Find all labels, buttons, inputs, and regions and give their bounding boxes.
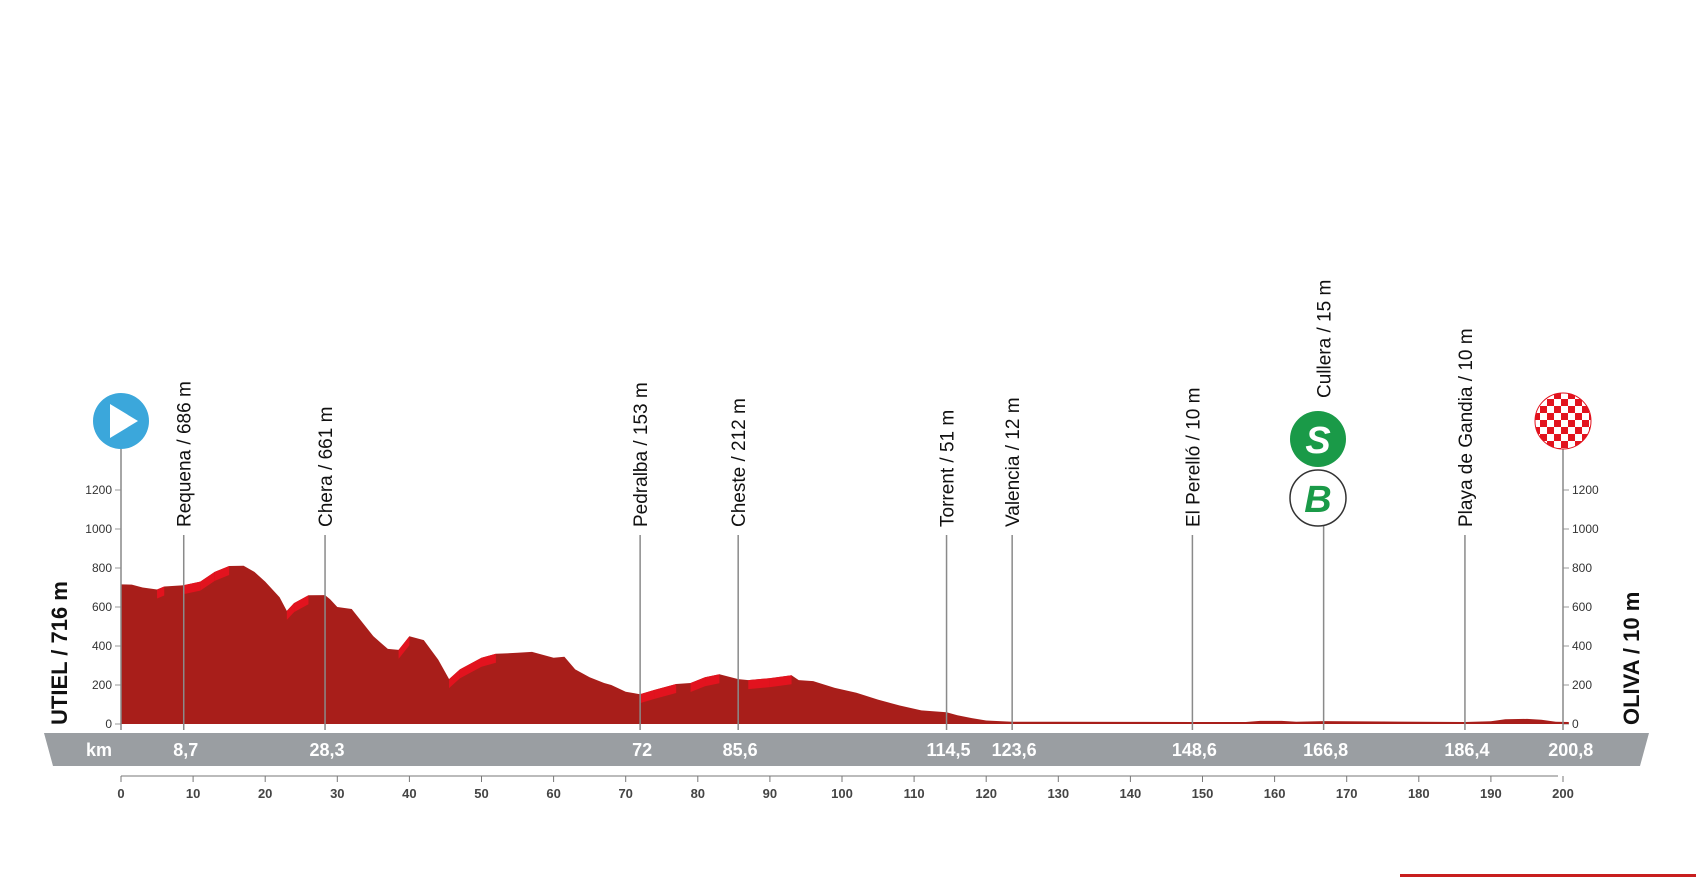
km-tick-label: 150: [1192, 786, 1214, 801]
right-tick-label: 800: [1572, 561, 1592, 575]
waypoint-label: El Perelló / 10 m: [1183, 388, 1204, 527]
km-band-label-finish: 200,8: [1548, 740, 1593, 760]
finish-town-label: OLIVA / 10 m: [1619, 592, 1644, 725]
waypoint-label: Requena / 686 m: [175, 381, 196, 527]
waypoint-lines: [182, 526, 1466, 730]
km-band-label: 166,8: [1303, 740, 1348, 760]
svg-text:B: B: [1304, 479, 1331, 521]
waypoint-label: Torrent / 51 m: [938, 410, 959, 527]
km-band-label: 148,6: [1172, 740, 1217, 760]
km-band-label: 186,4: [1444, 740, 1489, 760]
km-tick-label: 60: [546, 786, 560, 801]
climb-highlights: [157, 566, 792, 704]
km-tick-label: 40: [402, 786, 416, 801]
climb-highlight: [286, 603, 295, 620]
start-town-label: UTIEL / 716 m: [47, 581, 72, 725]
right-tick-label: 1000: [1572, 522, 1599, 536]
climb-highlight: [398, 636, 410, 659]
waypoint-label: Pedralba / 153 m: [631, 382, 652, 527]
left-tick-label: 0: [105, 717, 112, 731]
left-tick-label: 600: [92, 600, 112, 614]
km-tick-label: 90: [763, 786, 777, 801]
km-unit-label: km: [86, 740, 112, 760]
left-tick-label: 1200: [85, 483, 112, 497]
left-tick-label: 400: [92, 639, 112, 653]
km-band-label: 114,5: [927, 740, 971, 760]
left-tick-label: 200: [92, 678, 112, 692]
km-tick-label: 140: [1120, 786, 1142, 801]
waypoint-label: Playa de Gandia / 10 m: [1456, 328, 1477, 527]
km-axis: 0 10 20 30 40 50 60 70 80 90 100 110 120 130 140 150 160…: [117, 776, 1574, 801]
km-tick-label: 50: [474, 786, 488, 801]
km-tick-label: 120: [975, 786, 997, 801]
svg-text:S: S: [1305, 420, 1330, 462]
km-tick-label: 180: [1408, 786, 1430, 801]
footer-accent-bar: [1400, 874, 1696, 877]
right-tick-label: 0: [1572, 717, 1579, 731]
km-tick-label: 200: [1552, 786, 1574, 801]
bonus-seconds-icon: B: [1289, 469, 1347, 527]
km-band-label: 8,7: [173, 740, 198, 760]
right-axis: 0 200 400 600 800 1000 1200: [1562, 483, 1599, 731]
right-tick-label: 400: [1572, 639, 1592, 653]
km-tick-label: 160: [1264, 786, 1286, 801]
km-band-label: 85,6: [723, 740, 758, 760]
km-tick-label: 80: [691, 786, 705, 801]
waypoint-labels: Requena / 686 m Chera / 661 m Pedralba / 1…: [175, 280, 1477, 527]
climb-highlight: [705, 674, 720, 687]
climb-highlight: [294, 595, 309, 613]
waypoint-label: Cheste / 212 m: [729, 398, 750, 527]
km-band-label: 123,6: [992, 740, 1037, 760]
km-tick-label: 130: [1047, 786, 1069, 801]
km-band-label: 28,3: [310, 740, 345, 760]
finish-checkered-flag-icon: [1534, 392, 1592, 450]
climb-highlight: [459, 657, 482, 679]
climb-highlight: [157, 586, 165, 599]
km-tick-label: 190: [1480, 786, 1502, 801]
km-band: [44, 733, 1649, 766]
climb-highlight: [748, 678, 770, 690]
climb-highlight: [183, 581, 201, 595]
km-tick-label: 170: [1336, 786, 1358, 801]
left-tick-label: 800: [92, 561, 112, 575]
waypoint-label: Valencia / 12 m: [1003, 397, 1024, 527]
km-tick-label: 30: [330, 786, 344, 801]
start-play-icon: [93, 393, 149, 449]
intermediate-sprint-icon: S: [1290, 411, 1346, 467]
km-band-label: 72: [632, 740, 652, 760]
climb-highlight: [214, 566, 230, 581]
km-tick-label: 0: [117, 786, 124, 801]
left-tick-label: 1000: [85, 522, 112, 536]
left-axis: 0 200 400 600 800 1000 1200: [85, 483, 122, 731]
right-tick-label: 600: [1572, 600, 1592, 614]
right-tick-label: 200: [1572, 678, 1592, 692]
climb-highlight: [481, 653, 496, 667]
climb-highlight: [769, 675, 792, 688]
elevation-profile-area: [121, 565, 1569, 724]
km-tick-label: 110: [904, 786, 925, 801]
km-tick-label: 70: [618, 786, 632, 801]
climb-highlight: [449, 669, 460, 689]
right-tick-label: 1200: [1572, 483, 1599, 497]
waypoint-label: Chera / 661 m: [316, 407, 337, 527]
km-tick-label: 20: [258, 786, 272, 801]
waypoint-label: Cullera / 15 m: [1315, 280, 1336, 398]
climb-highlight: [690, 677, 706, 693]
climb-highlight: [640, 689, 655, 704]
km-band-labels: 8,7 28,3 72 85,6 114,5 123,6 148,6 166,8 186,4 20…: [173, 740, 1593, 760]
km-tick-label: 100: [831, 786, 853, 801]
climb-highlight: [200, 571, 215, 591]
climb-highlight: [654, 684, 677, 699]
km-tick-label: 10: [186, 786, 200, 801]
